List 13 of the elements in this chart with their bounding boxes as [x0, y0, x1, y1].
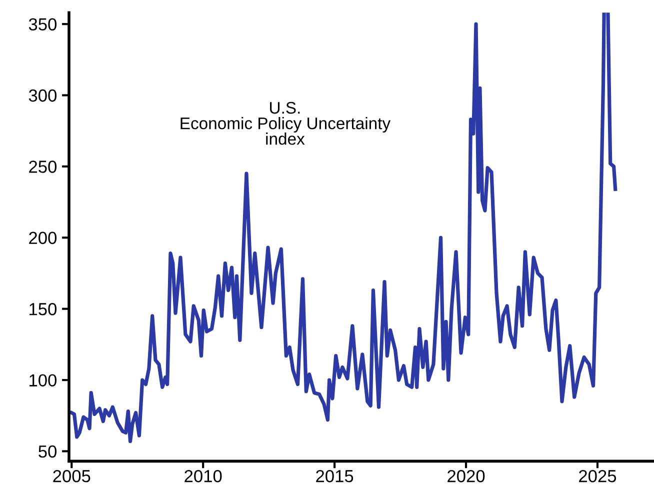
- x-tick-label: 2020: [448, 470, 485, 482]
- y-tick-label: 150: [30, 303, 57, 316]
- annotation: U.S. Economic Policy Uncertainty index: [180, 102, 391, 145]
- y-tick-label: 200: [29, 232, 57, 244]
- y-tick-label: 50: [38, 445, 57, 458]
- x-tick-label: 2025: [579, 470, 616, 482]
- y-tick-label: 250: [29, 160, 57, 173]
- x-tick-label: 2005: [53, 470, 90, 482]
- x-tick-label: 2010: [184, 470, 222, 482]
- x-tick-label: 2015: [316, 470, 354, 482]
- y-tick-label: 300: [28, 89, 57, 102]
- y-tick-label: 100: [30, 374, 57, 386]
- y-tick-label: 350: [28, 18, 57, 31]
